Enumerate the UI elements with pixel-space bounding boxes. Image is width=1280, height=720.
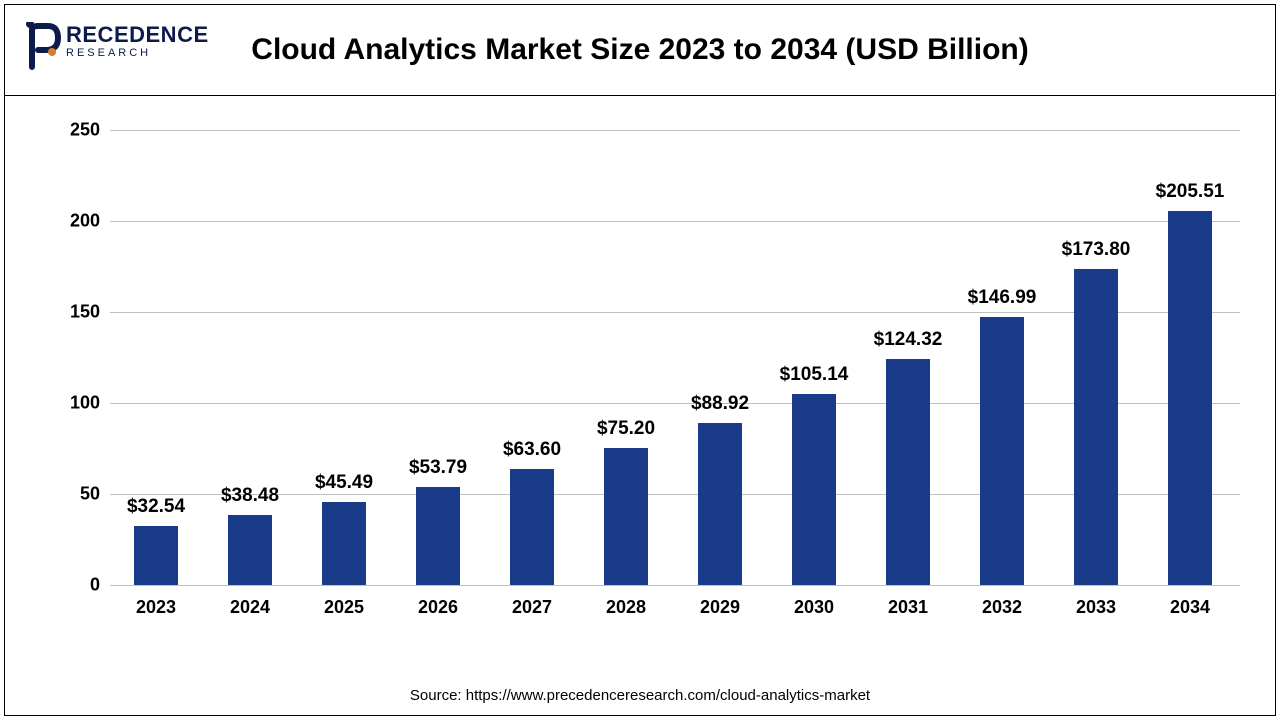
bar [980,317,1024,585]
chart-area: 050100150200250$32.542023$38.482024$45.4… [70,130,1240,620]
y-axis-tick: 250 [60,120,100,141]
x-axis-tick: 2024 [230,597,270,618]
x-axis-tick: 2031 [888,597,928,618]
y-axis-tick: 100 [60,393,100,414]
bar-value-label: $205.51 [1156,181,1225,203]
bar [322,502,366,585]
gridline [110,130,1240,131]
gridline [110,494,1240,495]
x-axis-tick: 2023 [136,597,176,618]
bar [792,394,836,585]
x-axis-tick: 2033 [1076,597,1116,618]
bar-value-label: $45.49 [315,472,373,494]
bar [604,448,648,585]
bar [134,526,178,585]
brand-logo: RECEDENCE RESEARCH [24,22,209,60]
header-bar: RECEDENCE RESEARCH Cloud Analytics Marke… [4,4,1276,96]
bar-value-label: $146.99 [968,287,1037,309]
bar [698,423,742,585]
x-axis-tick: 2034 [1170,597,1210,618]
bar [886,359,930,585]
bar-value-label: $38.48 [221,485,279,507]
bar [228,515,272,585]
source-attribution: Source: https://www.precedenceresearch.c… [0,687,1280,704]
plot-region: 050100150200250$32.542023$38.482024$45.4… [110,130,1240,585]
x-axis-tick: 2025 [324,597,364,618]
gridline [110,403,1240,404]
x-axis-tick: 2029 [700,597,740,618]
bar [1074,269,1118,585]
gridline [110,585,1240,586]
logo-icon [24,22,62,60]
y-axis-tick: 50 [60,484,100,505]
bar-value-label: $53.79 [409,457,467,479]
bar [1168,211,1212,585]
logo-text: RECEDENCE RESEARCH [66,24,209,59]
x-axis-tick: 2030 [794,597,834,618]
bar-value-label: $32.54 [127,496,185,518]
bar-value-label: $124.32 [874,329,943,351]
y-axis-tick: 150 [60,302,100,323]
x-axis-tick: 2028 [606,597,646,618]
bar-value-label: $173.80 [1062,239,1131,261]
y-axis-tick: 0 [60,575,100,596]
bar-value-label: $105.14 [780,364,849,386]
x-axis-tick: 2027 [512,597,552,618]
bar [416,487,460,585]
bar-value-label: $88.92 [691,393,749,415]
gridline [110,312,1240,313]
x-axis-tick: 2032 [982,597,1022,618]
logo-sub-text: RESEARCH [66,48,209,59]
logo-main-text: RECEDENCE [66,24,209,46]
x-axis-tick: 2026 [418,597,458,618]
y-axis-tick: 200 [60,211,100,232]
gridline [110,221,1240,222]
bar-value-label: $75.20 [597,418,655,440]
bar-value-label: $63.60 [503,439,561,461]
bar [510,469,554,585]
